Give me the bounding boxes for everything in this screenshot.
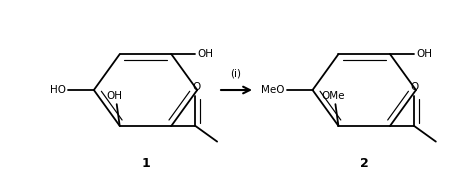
Text: HO: HO <box>50 85 66 95</box>
Text: O: O <box>411 82 419 92</box>
Text: OH: OH <box>416 49 432 59</box>
Text: 2: 2 <box>360 157 369 170</box>
Text: (i): (i) <box>230 68 242 78</box>
Text: MeO: MeO <box>261 85 285 95</box>
Text: O: O <box>192 82 201 92</box>
Text: OMe: OMe <box>322 91 345 101</box>
Text: 1: 1 <box>141 157 150 170</box>
Text: OH: OH <box>107 91 123 101</box>
Text: OH: OH <box>197 49 213 59</box>
